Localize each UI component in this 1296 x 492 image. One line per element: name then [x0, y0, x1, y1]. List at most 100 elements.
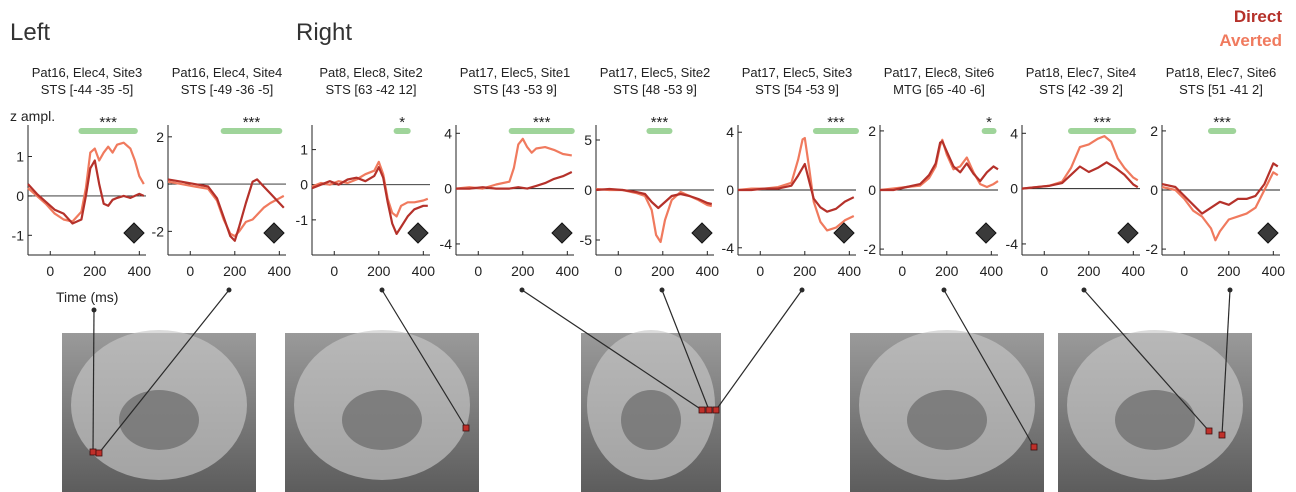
series-averted — [455, 137, 572, 190]
diamond-marker-icon — [123, 222, 145, 244]
x-tick-label: 0 — [46, 263, 54, 279]
panels-group: Pat16, Elec4, Site3 STS [-44 -35 -5] -1 0 1 0… — [12, 65, 1286, 279]
x-axis-title: Time (ms) — [56, 289, 118, 305]
connector-dot-icon — [226, 287, 232, 293]
x-tick-label: 200 — [935, 263, 959, 279]
series-averted — [27, 141, 145, 223]
significance-stars: *** — [1093, 114, 1111, 131]
panel-subtitle: MTG [65 -40 -6] — [893, 82, 985, 97]
y-tick-label: 0 — [444, 181, 452, 197]
hemisphere-left-label: Left — [10, 19, 50, 46]
panel-9: Pat18, Elec7, Site6 STS [51 -41 2] -2 0 2 0 20… — [1146, 65, 1286, 279]
series-direct — [1161, 162, 1279, 215]
x-tick-label: 400 — [1122, 263, 1146, 279]
x-tick-label: 0 — [1040, 263, 1048, 279]
brain-slice-1 — [62, 330, 256, 492]
y-tick-label: 4 — [726, 124, 734, 140]
x-tick-label: 0 — [756, 263, 764, 279]
electrode-connector-line — [1221, 289, 1231, 436]
panel-title: Pat16, Elec4, Site3 — [32, 65, 143, 80]
diamond-marker-icon — [691, 222, 713, 244]
diamond-marker-icon — [975, 222, 997, 244]
electrode-connector-line — [521, 289, 703, 411]
x-tick-label: 200 — [83, 263, 107, 279]
y-tick-label: 4 — [444, 125, 452, 141]
panel-1: Pat16, Elec4, Site3 STS [-44 -35 -5] -1 0 1 0… — [12, 65, 152, 279]
brain-slice-5 — [1058, 330, 1252, 492]
panel-subtitle: STS [63 -42 12] — [325, 82, 416, 97]
x-tick-label: 400 — [838, 263, 862, 279]
electrode-connector-line — [98, 289, 230, 454]
series-direct — [595, 187, 713, 210]
panel-subtitle: STS [42 -39 2] — [1039, 82, 1123, 97]
electrode-connector-line — [381, 289, 467, 429]
connector-dot-icon — [379, 287, 385, 293]
electrode-site-marker-icon — [89, 448, 97, 456]
y-tick-label: 0 — [1150, 182, 1158, 198]
x-tick-label: 0 — [330, 263, 338, 279]
significance-stars: * — [986, 114, 992, 131]
x-tick-label: 200 — [367, 263, 391, 279]
panel-4: Pat17, Elec5, Site1 STS [43 -53 9] -4 0 4 0 20… — [440, 65, 580, 279]
connector-dot-icon — [519, 287, 525, 293]
diamond-marker-icon — [1117, 222, 1139, 244]
panel-5: Pat17, Elec5, Site2 STS [48 -53 9] -5 0 5 0 20… — [580, 65, 720, 279]
connector-dot-icon — [1227, 287, 1233, 293]
panel-title: Pat17, Elec8, Site6 — [884, 65, 995, 80]
series-direct — [456, 171, 573, 190]
electrode-site-marker-icon — [1205, 427, 1213, 435]
panel-subtitle: STS [-49 -36 -5] — [181, 82, 273, 97]
panel-title: Pat17, Elec5, Site2 — [600, 65, 711, 80]
panel-8: Pat18, Elec7, Site4 STS [42 -39 2] -4 0 4 0 20… — [1006, 65, 1146, 279]
brain-slice-3 — [581, 330, 721, 492]
y-tick-label: 0 — [1010, 181, 1018, 197]
y-tick-label: -1 — [12, 227, 25, 243]
series-direct — [880, 140, 999, 192]
legend-direct: Direct — [1234, 7, 1283, 26]
electrode-connector-line — [715, 289, 803, 411]
x-tick-label: 400 — [128, 263, 152, 279]
series-direct — [311, 166, 428, 235]
significance-stars: *** — [533, 114, 551, 131]
diamond-marker-icon — [1257, 222, 1279, 244]
panel-title: Pat18, Elec7, Site6 — [1166, 65, 1277, 80]
x-tick-label: 200 — [223, 263, 247, 279]
panel-subtitle: STS [43 -53 9] — [473, 82, 557, 97]
x-tick-label: 400 — [696, 263, 720, 279]
y-tick-label: -2 — [1146, 241, 1159, 257]
panel-title: Pat16, Elec4, Site4 — [172, 65, 283, 80]
significance-stars: *** — [827, 114, 845, 131]
y-tick-label: -2 — [152, 223, 165, 239]
y-tick-label: 0 — [584, 182, 592, 198]
connector-dot-icon — [659, 287, 665, 293]
series-averted — [311, 160, 429, 218]
x-tick-label: 0 — [474, 263, 482, 279]
electrode-connectors — [89, 287, 1233, 457]
y-tick-label: 2 — [1150, 123, 1158, 139]
panel-title: Pat18, Elec7, Site4 — [1026, 65, 1137, 80]
x-tick-label: 400 — [412, 263, 436, 279]
series-averted — [1021, 135, 1139, 190]
x-tick-label: 0 — [614, 263, 622, 279]
brain-slices-group — [62, 330, 1252, 492]
panel-6: Pat17, Elec5, Site3 STS [54 -53 9] -4 0 4 0 20… — [722, 65, 862, 279]
significance-stars: *** — [1213, 114, 1231, 131]
significance-stars: * — [399, 114, 405, 131]
series-averted — [1161, 171, 1279, 242]
diamond-marker-icon — [407, 222, 429, 244]
y-tick-label: -2 — [864, 241, 877, 257]
panel-subtitle: STS [48 -53 9] — [613, 82, 697, 97]
panel-title: Pat17, Elec5, Site1 — [460, 65, 571, 80]
y-tick-label: 2 — [156, 129, 164, 145]
electrode-site-marker-icon — [95, 449, 103, 457]
electrode-site-marker-icon — [1218, 431, 1226, 439]
connector-dot-icon — [91, 307, 97, 313]
connector-dot-icon — [799, 287, 805, 293]
electrode-site-marker-icon — [705, 406, 713, 414]
y-tick-label: 5 — [584, 132, 592, 148]
electrode-site-marker-icon — [462, 424, 470, 432]
brain-slice-2 — [285, 330, 479, 492]
connector-dot-icon — [941, 287, 947, 293]
